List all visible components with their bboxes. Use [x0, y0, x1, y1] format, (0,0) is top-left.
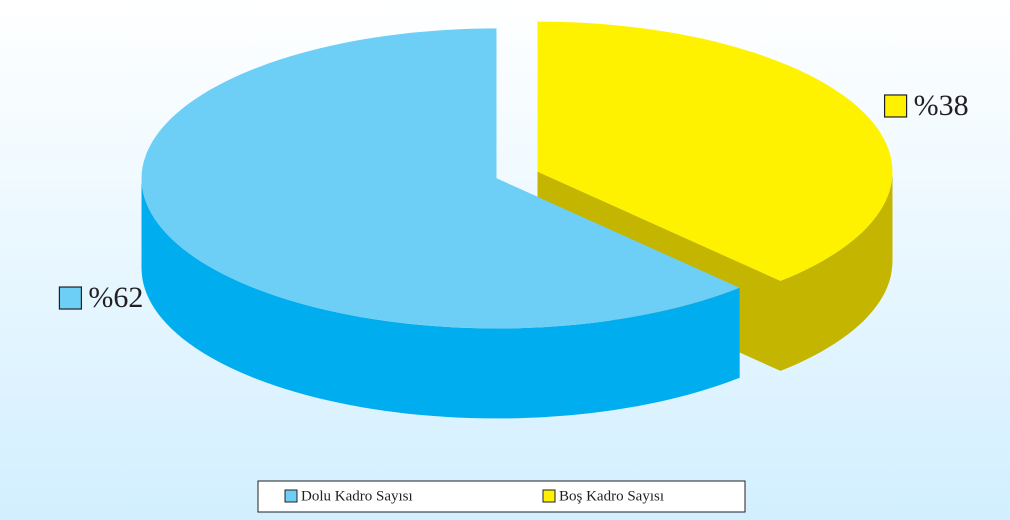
value-label-swatch [58, 286, 83, 310]
value-label: %38 [914, 89, 969, 122]
legend-label: Dolu Kadro Sayısı [301, 488, 413, 504]
legend-label: Boş Kadro Sayısı [559, 488, 664, 504]
legend-swatch [542, 489, 556, 503]
value-label-swatch [883, 94, 908, 118]
labels: %62 %38 [58, 89, 969, 314]
value-label: %62 [88, 281, 143, 314]
legend: Dolu Kadro Sayısı Boş Kadro Sayısı [284, 488, 664, 504]
legend-swatch [284, 489, 298, 503]
slice-side [780, 171, 893, 371]
pie-tops [141, 21, 893, 329]
slice [537, 21, 893, 281]
slice [141, 28, 740, 329]
legend-box [257, 480, 746, 513]
slice-side [141, 178, 740, 419]
